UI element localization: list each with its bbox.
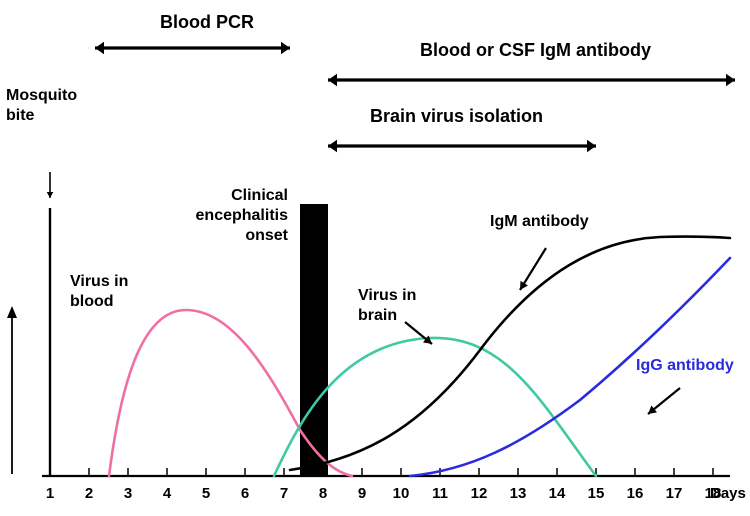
svg-text:Virus in: Virus in: [70, 273, 128, 290]
day-tick-label: 8: [319, 485, 327, 502]
days-axis-label: Days: [710, 485, 746, 502]
svg-text:Clinical: Clinical: [231, 187, 288, 204]
day-tick-label: 14: [549, 485, 566, 502]
day-tick-label: 7: [280, 485, 288, 502]
day-tick-label: 9: [358, 485, 366, 502]
mosquito-label: Mosquito: [6, 87, 77, 104]
svg-text:IgM antibody: IgM antibody: [490, 213, 589, 230]
svg-text:bite: bite: [6, 107, 35, 124]
day-tick-label: 12: [471, 485, 488, 502]
day-tick-label: 10: [393, 485, 410, 502]
svg-text:Virus in: Virus in: [358, 287, 416, 304]
svg-text:onset: onset: [245, 227, 288, 244]
day-tick-label: 4: [163, 485, 172, 502]
day-tick-label: 1: [46, 485, 54, 502]
svg-text:Blood or CSF IgM antibody: Blood or CSF IgM antibody: [420, 40, 651, 60]
day-tick-label: 11: [432, 485, 448, 502]
svg-text:blood: blood: [70, 293, 114, 310]
day-tick-label: 15: [588, 485, 605, 502]
svg-text:encephalitis: encephalitis: [196, 207, 289, 224]
svg-text:Blood PCR: Blood PCR: [160, 12, 254, 32]
svg-text:brain: brain: [358, 307, 397, 324]
y-indicator-arrowhead: [7, 306, 17, 318]
day-tick-label: 13: [510, 485, 527, 502]
day-tick-label: 6: [241, 485, 249, 502]
day-tick-label: 3: [124, 485, 132, 502]
svg-text:IgG antibody: IgG antibody: [636, 357, 734, 374]
curve-igm: [290, 237, 730, 470]
day-tick-label: 16: [627, 485, 644, 502]
day-tick-label: 17: [666, 485, 683, 502]
svg-text:Brain virus isolation: Brain virus isolation: [370, 106, 543, 126]
day-tick-label: 2: [85, 485, 93, 502]
day-tick-label: 5: [202, 485, 210, 502]
